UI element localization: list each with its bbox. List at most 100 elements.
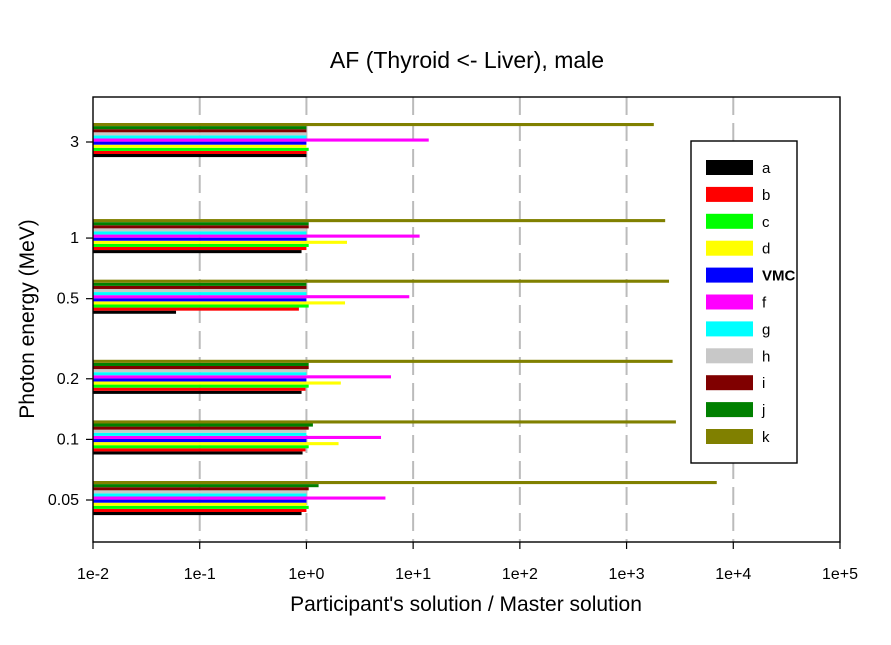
- bar-b-0.2: [93, 387, 306, 391]
- bar-a-0.05: [93, 512, 302, 516]
- legend-swatch-b: [706, 186, 753, 202]
- legend-swatch-j: [706, 402, 753, 418]
- legend-swatch-c: [706, 213, 753, 229]
- bar-d-3: [93, 144, 307, 148]
- legend-swatch-VMC: [706, 267, 753, 283]
- legend-label-d: d: [762, 241, 770, 258]
- bar-i-3: [93, 129, 307, 133]
- legend-swatch-i: [706, 375, 753, 391]
- bar-g-0.2: [93, 372, 307, 376]
- legend-label-c: c: [762, 214, 770, 231]
- bar-i-0.2: [93, 365, 309, 370]
- bar-i-0.1: [93, 426, 309, 430]
- bar-VMC-3: [93, 141, 307, 145]
- legend-label-k: k: [762, 429, 770, 446]
- bar-a-1: [93, 250, 302, 254]
- bar-a-0.1: [93, 451, 303, 455]
- bar-k-0.5: [93, 279, 670, 283]
- bar-VMC-0.5: [93, 298, 307, 302]
- bar-f-0.5: [93, 295, 410, 299]
- bar-f-3: [93, 138, 429, 142]
- legend-label-h: h: [762, 348, 770, 365]
- bar-j-0.05: [93, 484, 319, 488]
- bar-b-0.5: [93, 307, 299, 311]
- bar-VMC-0.2: [93, 378, 307, 382]
- bar-f-0.2: [93, 375, 391, 379]
- bar-a-0.5: [93, 310, 177, 314]
- bar-h-3: [93, 132, 307, 136]
- legend-label-j: j: [761, 402, 765, 419]
- bar-k-0.05: [93, 481, 717, 485]
- legend-label-f: f: [762, 295, 767, 312]
- plot-frame: [92, 96, 841, 543]
- bar-j-0.1: [93, 423, 313, 427]
- bar-g-3: [93, 135, 307, 139]
- bar-k-0.1: [93, 420, 676, 424]
- bar-j-0.5: [93, 282, 307, 286]
- bar-a-0.2: [93, 390, 302, 394]
- bar-f-0.1: [93, 435, 382, 439]
- legend-swatch-f: [706, 294, 753, 310]
- bar-f-0.05: [93, 496, 386, 500]
- legend-swatch-d: [706, 240, 753, 256]
- bar-h-0.1: [93, 429, 307, 433]
- y-axis: 3 1 0.5 0.2 0.1 0.05: [48, 134, 93, 509]
- bar-c-0.5: [93, 304, 309, 308]
- bar-g-0.5: [93, 292, 307, 296]
- y-axis-label: Photon energy (MeV): [16, 219, 39, 419]
- bar-VMC-0.05: [93, 499, 307, 503]
- bar-j-3: [93, 126, 307, 130]
- x-tick-label: 1e-1: [184, 566, 216, 583]
- bar-c-1: [93, 243, 309, 247]
- x-tick-label: 1e-2: [77, 566, 109, 583]
- bar-b-3: [93, 150, 307, 154]
- chart-title: AF (Thyroid <- Liver), male: [330, 47, 604, 73]
- x-tick-label: 1e+3: [609, 566, 645, 583]
- bar-g-0.05: [93, 493, 307, 497]
- bar-c-0.1: [93, 445, 309, 449]
- bar-g-1: [93, 231, 307, 235]
- bar-b-0.05: [93, 508, 307, 512]
- bars: [93, 123, 717, 516]
- bar-k-0.2: [93, 359, 673, 363]
- legend-label-a: a: [762, 160, 771, 177]
- legend-label-b: b: [762, 187, 770, 204]
- bar-VMC-1: [93, 237, 307, 241]
- x-tick-label: 1e+0: [288, 566, 324, 583]
- grid: [198, 97, 735, 542]
- bar-a-3: [93, 154, 307, 158]
- y-tick-label: 0.2: [57, 371, 79, 388]
- bar-c-3: [93, 147, 309, 151]
- bar-c-0.05: [93, 505, 309, 509]
- legend-label-VMC: VMC: [762, 268, 796, 285]
- bar-j-1: [93, 222, 309, 226]
- bar-j-0.2: [93, 362, 309, 366]
- y-tick-label: 1: [70, 230, 79, 247]
- bar-k-3: [93, 123, 654, 127]
- bar-g-0.1: [93, 432, 307, 436]
- bar-i-0.05: [93, 487, 309, 491]
- bar-i-1: [93, 225, 309, 229]
- y-tick-label: 0.1: [57, 431, 79, 448]
- x-tick-label: 1e+2: [502, 566, 538, 583]
- bar-h-0.5: [93, 288, 307, 293]
- bar-d-0.1: [93, 442, 339, 446]
- legend-label-i: i: [762, 375, 765, 392]
- bar-c-0.2: [93, 384, 309, 388]
- x-axis-label: Participant's solution / Master solution: [290, 593, 642, 616]
- x-tick-label: 1e+1: [395, 566, 431, 583]
- bar-f-1: [93, 234, 420, 238]
- y-tick-label: 0.5: [57, 291, 79, 308]
- legend-swatch-h: [706, 348, 753, 364]
- x-tick-label: 1e+5: [822, 566, 858, 583]
- y-tick-label: 0.05: [48, 492, 79, 509]
- bar-d-1: [93, 240, 348, 244]
- bar-d-0.2: [93, 381, 341, 385]
- legend-swatch-a: [706, 160, 753, 175]
- bar-d-0.05: [93, 502, 307, 506]
- bar-VMC-0.1: [93, 438, 307, 443]
- bar-h-0.05: [93, 490, 307, 494]
- y-tick-label: 3: [70, 134, 79, 151]
